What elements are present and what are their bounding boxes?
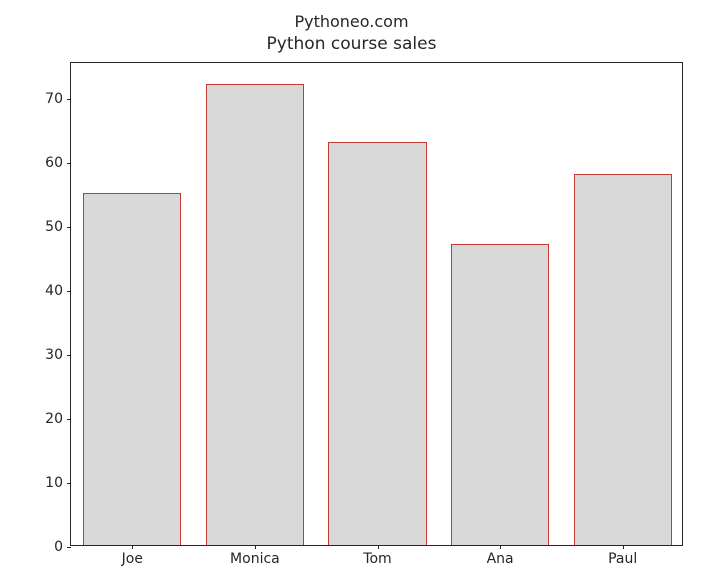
chart-title: Python course sales bbox=[0, 34, 703, 54]
ytick-label: 30 bbox=[45, 347, 71, 363]
chart-container: Pythoneo.com Python course sales 0102030… bbox=[0, 0, 703, 581]
xtick-label: Tom bbox=[363, 545, 391, 567]
ytick-label: 70 bbox=[45, 91, 71, 107]
ytick-label: 0 bbox=[54, 539, 71, 555]
xtick-label: Paul bbox=[608, 545, 637, 567]
ytick-label: 40 bbox=[45, 283, 71, 299]
chart-suptitle: Pythoneo.com bbox=[0, 12, 703, 31]
bar bbox=[83, 193, 181, 545]
ytick-label: 10 bbox=[45, 475, 71, 491]
ytick-label: 20 bbox=[45, 411, 71, 427]
xtick-label: Monica bbox=[230, 545, 280, 567]
bar bbox=[574, 174, 672, 545]
plot-area: 010203040506070JoeMonicaTomAnaPaul bbox=[70, 62, 683, 546]
ytick-label: 50 bbox=[45, 219, 71, 235]
xtick-label: Joe bbox=[122, 545, 143, 567]
ytick-label: 60 bbox=[45, 155, 71, 171]
bar bbox=[451, 244, 549, 545]
bar bbox=[328, 142, 426, 545]
bar bbox=[206, 84, 304, 545]
xtick-label: Ana bbox=[487, 545, 514, 567]
